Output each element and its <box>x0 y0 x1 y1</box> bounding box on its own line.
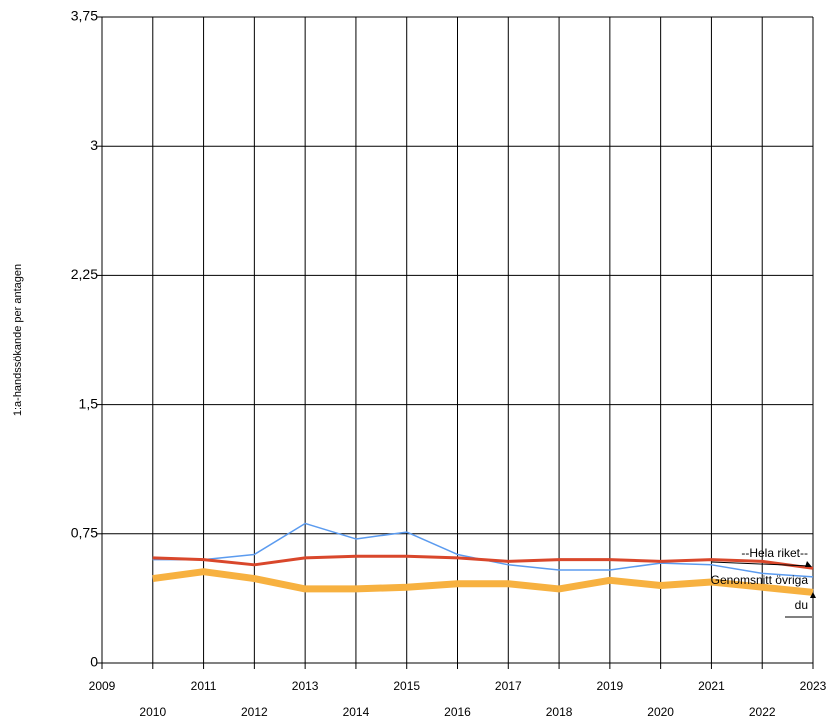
series-line <box>152 554 814 570</box>
y-axis-label: 1:a-handssökande per antagen <box>12 264 24 416</box>
x-tick-label: 2018 <box>546 705 573 719</box>
y-tick-label: 2,25 <box>71 266 98 282</box>
x-tick-label: 2011 <box>191 679 217 693</box>
y-tick-label: 0 <box>90 654 98 670</box>
annotation-leader <box>711 561 811 567</box>
annotation: --Hela riket-- <box>741 546 808 560</box>
x-tick-label: 2022 <box>749 705 776 719</box>
series-line <box>152 568 814 596</box>
x-tick-label: 2017 <box>495 679 522 693</box>
annotation: Genomsnitt övriga <box>711 573 809 587</box>
x-tick-label: 2014 <box>343 705 370 719</box>
x-tick-label: 2020 <box>647 705 674 719</box>
y-tick-label: 3 <box>90 137 98 153</box>
x-tick-label: 2012 <box>241 705 268 719</box>
y-tick-label: 1,5 <box>79 395 99 411</box>
y-tick-label: 0,75 <box>71 525 98 541</box>
x-tick-label: 2016 <box>444 705 471 719</box>
x-tick-label: 2023 <box>800 679 827 693</box>
x-tick-label: 2015 <box>393 679 420 693</box>
x-tick-label: 2010 <box>139 705 166 719</box>
x-tick-label: 2021 <box>698 679 725 693</box>
x-tick-label: 2009 <box>89 679 116 693</box>
x-tick-label: 2019 <box>597 679 624 693</box>
annotation-arrow <box>810 592 816 598</box>
annotation: du <box>795 598 808 612</box>
series-line <box>152 522 814 578</box>
annotation-arrow <box>805 561 812 567</box>
y-tick-label: 3,75 <box>71 8 98 24</box>
x-tick-label: 2013 <box>292 679 319 693</box>
